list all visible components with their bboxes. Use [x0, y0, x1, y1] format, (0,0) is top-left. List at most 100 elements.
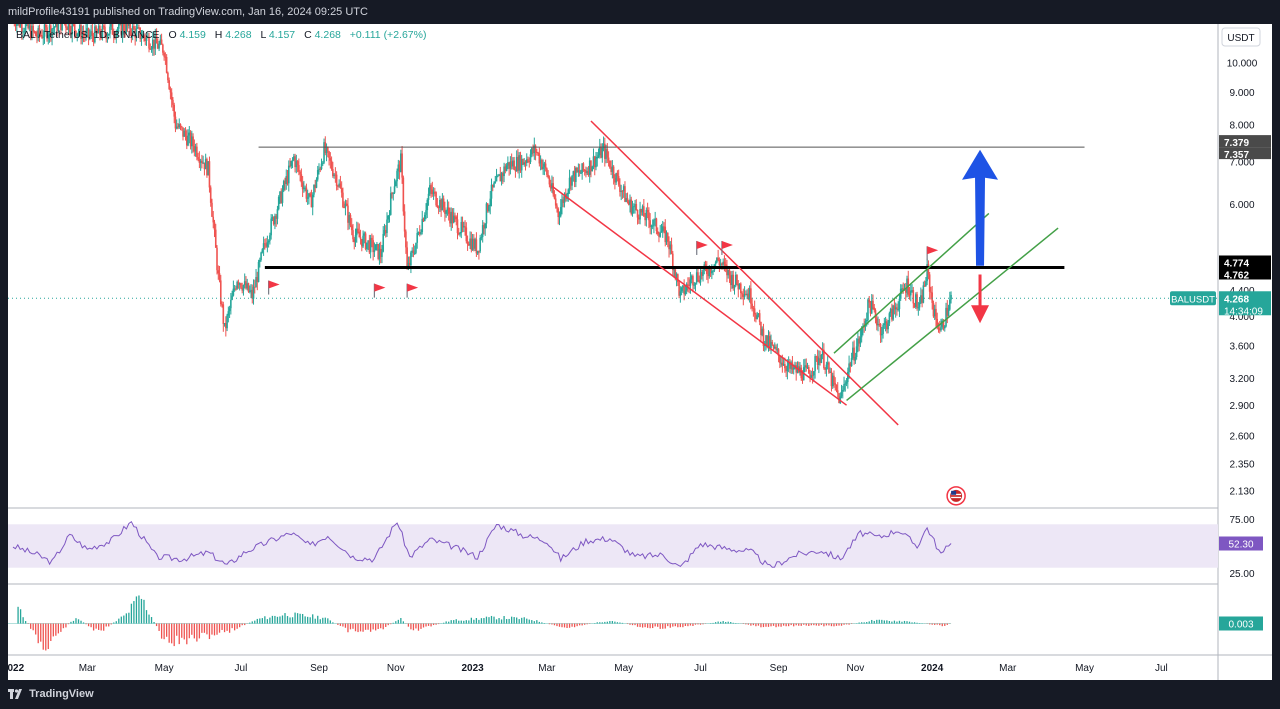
candle: [203, 162, 206, 176]
candle: [429, 177, 431, 196]
candle: [343, 201, 345, 209]
resistance-label-b-text: 4.762: [1224, 270, 1249, 281]
candle: [818, 350, 820, 374]
candle: [393, 178, 396, 195]
candle-body: [441, 198, 444, 211]
candle-body: [872, 300, 874, 308]
candle-body: [272, 217, 275, 225]
candle: [173, 102, 176, 124]
candle-body: [698, 280, 701, 283]
candle-body: [291, 159, 294, 161]
candle: [933, 304, 936, 321]
candle: [162, 43, 164, 56]
price-axis[interactable]: 10.0009.0008.0007.0006.0004.4004.0003.60…: [1170, 59, 1271, 631]
candle-body: [168, 80, 170, 90]
candle-body: [219, 280, 222, 305]
candle-body: [101, 25, 104, 38]
candle-body: [700, 272, 703, 276]
candle-body: [197, 157, 199, 160]
candle: [598, 138, 601, 159]
candle: [882, 323, 884, 339]
candle-body: [607, 157, 610, 161]
candle-body: [532, 148, 534, 154]
candle-body: [105, 33, 108, 39]
candle-body: [397, 164, 400, 171]
candle: [795, 362, 797, 381]
candle-body: [287, 165, 290, 184]
candle: [406, 241, 408, 270]
candle-body: [627, 201, 630, 205]
momentum-histogram: [8, 595, 952, 651]
candle: [770, 334, 772, 354]
chart-stage[interactable]: 10.0009.0008.0007.0006.0004.4004.0003.60…: [2, 9, 1272, 680]
candle-body: [131, 26, 134, 36]
candle-body: [318, 168, 320, 171]
chart-svg[interactable]: 10.0009.0008.0007.0006.0004.4004.0003.60…: [2, 9, 1272, 680]
candle-body: [226, 315, 228, 329]
candle: [221, 301, 223, 308]
candle-body: [227, 311, 230, 316]
candle-body: [867, 299, 869, 321]
candle: [225, 316, 227, 337]
candle: [251, 284, 254, 304]
currency-button[interactable]: USDT: [1221, 27, 1261, 47]
candle-body: [401, 153, 403, 178]
tradingview-logo-icon: [8, 689, 22, 700]
candle-body: [609, 160, 611, 168]
candle: [627, 199, 630, 206]
candle-body: [468, 244, 470, 246]
candle: [395, 179, 397, 187]
candle: [815, 355, 818, 362]
candle: [338, 179, 340, 188]
candle-body: [393, 186, 396, 193]
candle: [945, 302, 947, 328]
candle-body: [374, 244, 377, 251]
candle-body: [687, 284, 689, 286]
candle-body: [901, 288, 903, 290]
candle: [947, 304, 950, 317]
candle: [514, 166, 517, 178]
candle-body: [345, 203, 348, 206]
candle-body: [938, 328, 941, 331]
candle-body: [733, 284, 736, 289]
candle-body: [455, 216, 458, 220]
candle: [559, 198, 562, 218]
candle: [854, 352, 857, 364]
candle: [739, 282, 742, 300]
candle: [295, 154, 298, 174]
candle-body: [493, 182, 495, 188]
candle: [562, 196, 565, 208]
candle-body: [22, 31, 24, 33]
candle: [928, 272, 931, 300]
candle-body: [756, 315, 758, 320]
candle-body: [464, 226, 466, 228]
top-line-label-a-bg: [1219, 135, 1271, 148]
candle-body: [682, 285, 684, 288]
candle-body: [765, 335, 767, 345]
time-axis[interactable]: 2022 Mar May Jul Sep Nov 2023 Mar May Jul Sep Nov 20…: [2, 663, 1168, 674]
candle: [411, 247, 413, 257]
candle-body: [621, 190, 624, 192]
candle: [636, 209, 639, 225]
us-flag-event-icon[interactable]: [946, 486, 966, 506]
candle-body: [240, 283, 242, 288]
candle: [789, 358, 791, 374]
candle-body: [758, 313, 761, 322]
candle: [377, 243, 379, 261]
candle: [227, 306, 230, 323]
candle-body: [316, 170, 319, 180]
candle-body: [461, 221, 464, 228]
candle: [816, 349, 819, 370]
candle: [525, 153, 528, 167]
candle-body: [187, 135, 189, 146]
candle: [748, 285, 751, 303]
candle-body: [203, 162, 206, 170]
candle-body: [452, 215, 455, 223]
candle-body: [112, 34, 115, 36]
candle-body: [347, 205, 349, 223]
candle: [495, 168, 498, 182]
candle-body: [638, 217, 640, 220]
candle-body: [484, 223, 487, 229]
candle-body: [515, 156, 518, 172]
candle: [920, 287, 922, 305]
